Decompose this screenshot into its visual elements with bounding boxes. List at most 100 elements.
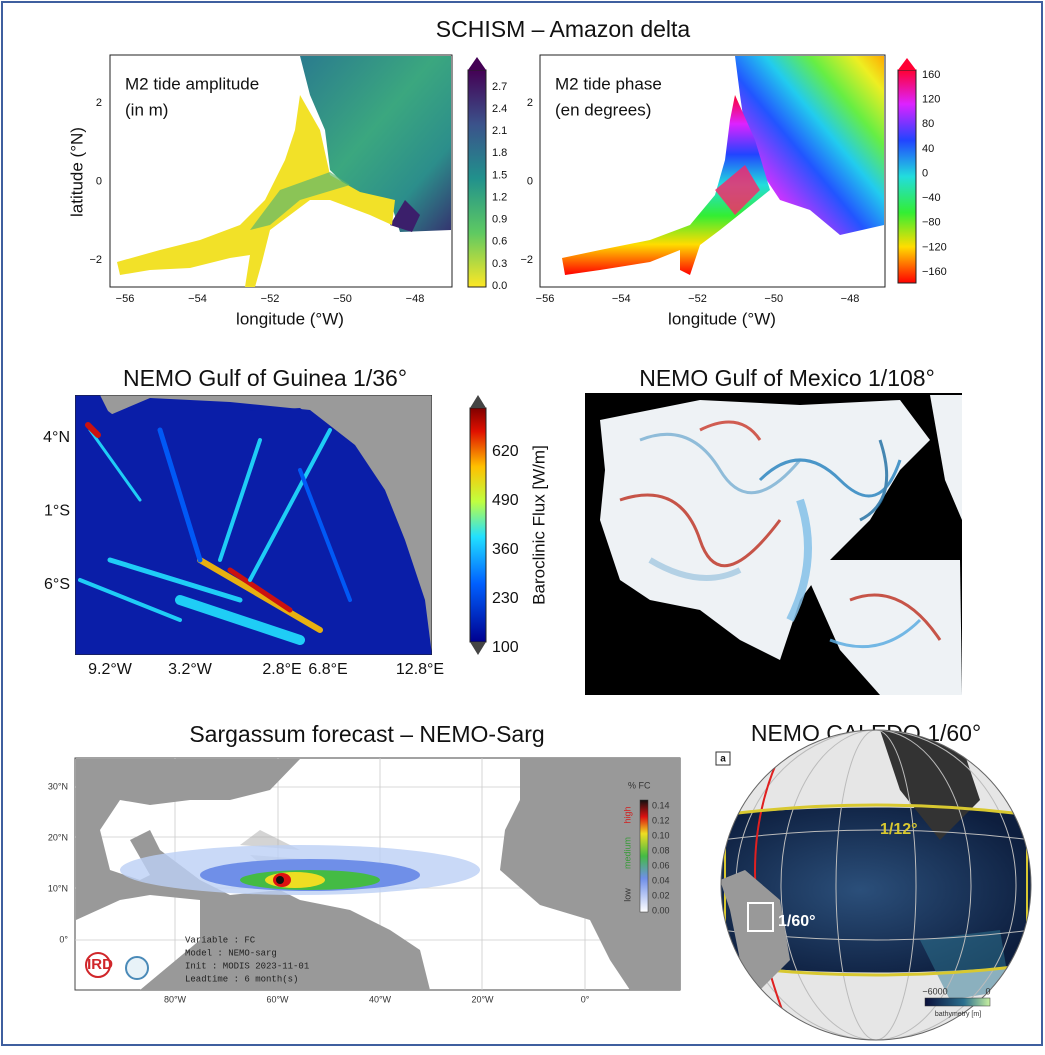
colorbar-tick-label: 0.10: [652, 830, 670, 840]
map-label: (in m): [125, 100, 168, 119]
y-tick-label: 10°N: [48, 883, 68, 893]
colorbar-tick-label: 0.12: [652, 815, 670, 825]
info-line: Variable : FC: [185, 935, 256, 945]
y-tick-label: 20°N: [48, 832, 68, 842]
colorbar-tick-label: 490: [492, 492, 519, 509]
sargassum-map: [74, 757, 681, 991]
map-label: M2 tide phase: [555, 74, 662, 93]
colorbar-tick-label: 0.06: [652, 860, 670, 870]
colorbar-tick-label: 100: [492, 639, 519, 656]
colorbar-tick-label: 80: [922, 118, 934, 130]
panel-letter: a: [720, 754, 726, 765]
x-tick-label: −50: [764, 293, 783, 305]
colorbar-tick-label: 620: [492, 443, 519, 460]
ird-logo-ring: [85, 952, 111, 978]
x-tick-label: −54: [188, 293, 207, 305]
map-label: M2 tide amplitude: [125, 74, 259, 93]
colorbar-tick-label: 360: [492, 541, 519, 558]
x-tick-label: 0°: [581, 994, 590, 1004]
colorbar-tick-label: 0.04: [652, 875, 670, 885]
x-tick-label: −56: [536, 293, 555, 305]
y-tick-label: −2: [89, 254, 102, 266]
phase-map: M2 tide phase (en degrees) longitude (°W…: [539, 54, 917, 328]
y-tick-label: 30°N: [48, 781, 68, 791]
colorbar-tick-label: 1.5: [492, 169, 507, 181]
x-tick-label: 80°W: [164, 994, 187, 1004]
x-tick-label: 3.2°W: [168, 661, 213, 678]
y-tick-label: 0°: [59, 934, 68, 944]
x-tick-label: 40°W: [369, 994, 392, 1004]
mexico-image: [585, 393, 962, 695]
colorbar-label: bathymetry [m]: [935, 1011, 981, 1018]
x-tick-label: −52: [688, 293, 707, 305]
sargassum-patch: [120, 845, 480, 895]
colorbar-tick-label: −120: [922, 241, 947, 253]
y-tick-label: 6°S: [44, 576, 70, 593]
panel-title: SCHISM – Amazon delta: [436, 16, 691, 42]
colorbar-tick-label: −6000: [922, 986, 947, 996]
colorbar-tick-label: 0.3: [492, 258, 507, 270]
legend-title: % FC: [628, 780, 651, 790]
grid-label: 1/12°: [880, 821, 918, 838]
y-tick-label: 1°S: [44, 503, 70, 520]
colorbar-tick-label: 0.08: [652, 845, 670, 855]
y-tick-label: 0: [527, 175, 533, 187]
colorbar-tick-label: −160: [922, 266, 947, 278]
colorbar-tick-label: −80: [922, 217, 941, 229]
colorbar-tick-label: 2.7: [492, 81, 507, 93]
y-tick-label: 0: [96, 175, 102, 187]
colorbar-tick-label: 0.00: [652, 905, 670, 915]
y-axis-label: latitude (°N): [67, 127, 86, 217]
x-tick-label: −56: [116, 293, 135, 305]
panel-title: NEMO Gulf of Mexico 1/108°: [639, 365, 935, 391]
level-word: high: [622, 806, 632, 823]
y-tick-label: 2: [527, 97, 533, 109]
colorbar-tick-label: 0.6: [492, 236, 507, 248]
map-label: (en degrees): [555, 100, 651, 119]
info-line: Init : MODIS 2023-11-01: [185, 961, 309, 971]
info-line: Model : NEMO-sarg: [185, 948, 277, 958]
x-tick-label: −50: [333, 293, 352, 305]
colorbar-tick-label: 120: [922, 94, 940, 106]
colorbar-tick-label: 1.8: [492, 147, 507, 159]
x-axis-label: longitude (°W): [236, 309, 344, 328]
x-tick-label: −48: [841, 293, 860, 305]
colorbar-tick-label: 40: [922, 143, 934, 155]
x-tick-label: 20°W: [471, 994, 494, 1004]
x-axis-label: longitude (°W): [668, 309, 776, 328]
x-tick-label: −48: [406, 293, 425, 305]
grid-label: 1/60°: [778, 913, 816, 930]
colorbar-label: Baroclinic Flux [W/m]: [529, 445, 548, 605]
colorbar-tick-label: 230: [492, 590, 519, 607]
colorbar-tick-label: 0.14: [652, 800, 670, 810]
colorbar-tick-label: 0.9: [492, 214, 507, 226]
panel-title: NEMO Gulf of Guinea 1/36°: [123, 365, 407, 391]
colorbar-tick-label: 1.2: [492, 191, 507, 203]
amplitude-map: M2 tide amplitude (in m) latitude (°N) l…: [67, 54, 487, 328]
colorbar-tick-label: 160: [922, 69, 940, 81]
panel-title: Sargassum forecast – NEMO-Sarg: [189, 721, 544, 747]
x-tick-label: 6.8°E: [308, 661, 347, 678]
colorbar: [469, 407, 487, 643]
x-tick-label: −54: [612, 293, 631, 305]
colorbar-tick-label: 0.02: [652, 890, 670, 900]
y-tick-label: 2: [96, 97, 102, 109]
x-tick-label: 12.8°E: [396, 661, 444, 678]
y-tick-label: −2: [520, 254, 533, 266]
colorbar-tick-label: 0.0: [492, 280, 507, 292]
x-tick-label: 9.2°W: [88, 661, 133, 678]
colorbar-tick-label: −40: [922, 192, 941, 204]
ird-logo: IRD: [87, 956, 113, 973]
caledo-globe: [715, 729, 1032, 1041]
x-tick-label: 2.8°E: [262, 661, 301, 678]
colorbar-tick-label: 2.4: [492, 103, 507, 115]
legos-logo: [125, 956, 149, 980]
colorbar-tick-label: 0: [985, 986, 990, 996]
x-tick-label: −52: [261, 293, 280, 305]
level-word: medium: [622, 837, 632, 869]
info-line: Leadtime : 6 month(s): [185, 974, 298, 984]
y-tick-label: 4°N: [43, 429, 70, 446]
guinea-map: [75, 395, 432, 655]
